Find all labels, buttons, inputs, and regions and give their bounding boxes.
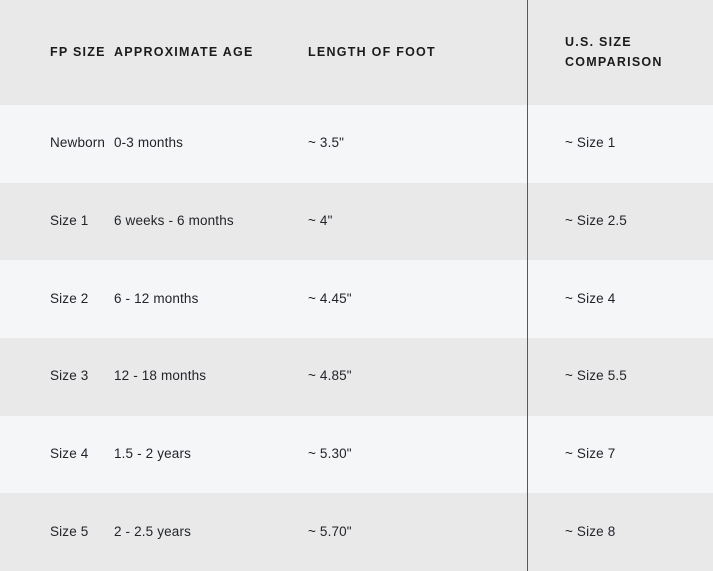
cell-fp-size: Size 3: [50, 368, 89, 384]
cell-length-of-foot: ~ 4.45": [308, 290, 352, 306]
cell-fp-size: Size 2: [50, 290, 89, 306]
table-row: Size 2 6 - 12 months ~ 4.45" ~ Size 4: [0, 260, 713, 338]
table-row: Size 4 1.5 - 2 years ~ 5.30" ~ Size 7: [0, 415, 713, 494]
cell-fp-size: Size 5: [50, 523, 89, 539]
cell-length-of-foot: ~ 5.30": [308, 446, 352, 461]
table-row: Size 5 2 - 2.5 years ~ 5.70" ~ Size 8: [0, 493, 713, 571]
cell-fp-size: Size 4: [50, 446, 89, 461]
table-body: Newborn 0-3 months ~ 3.5" ~ Size 1 Size …: [0, 105, 713, 571]
column-header-us-size-line1: U.S. SIZE: [565, 35, 632, 50]
cell-length-of-foot: ~ 4.85": [308, 368, 352, 384]
cell-approximate-age: 0-3 months: [114, 135, 184, 151]
table-row: Size 3 12 - 18 months ~ 4.85" ~ Size 5.5: [0, 337, 713, 416]
cell-approximate-age: 6 weeks - 6 months: [114, 213, 234, 229]
cell-length-of-foot: ~ 4": [308, 213, 333, 229]
cell-approximate-age: 1.5 - 2 years: [114, 446, 191, 461]
cell-length-of-foot: ~ 5.70": [308, 523, 352, 539]
cell-approximate-age: 12 - 18 months: [114, 368, 207, 384]
column-header-fp-size: FP SIZE: [50, 44, 106, 59]
cell-approximate-age: 2 - 2.5 years: [114, 523, 191, 539]
cell-fp-size: Size 1: [50, 213, 89, 229]
cell-fp-size: Newborn: [50, 135, 106, 151]
column-header-us-size-comparison: U.S. SIZE COMPARISON: [527, 33, 713, 72]
cell-us-size-comparison: ~ Size 2.5: [565, 213, 627, 229]
column-header-approximate-age: APPROXIMATE AGE: [114, 44, 254, 59]
cell-length-of-foot: ~ 3.5": [308, 135, 345, 151]
cell-us-size-comparison: ~ Size 1: [565, 135, 616, 151]
cell-us-size-comparison: ~ Size 8: [565, 523, 616, 539]
cell-us-size-comparison: ~ Size 7: [565, 446, 616, 461]
cell-us-size-comparison: ~ Size 4: [565, 290, 616, 306]
cell-approximate-age: 6 - 12 months: [114, 290, 199, 306]
table-row: Size 1 6 weeks - 6 months ~ 4" ~ Size 2.…: [0, 182, 713, 261]
column-header-length-of-foot: LENGTH OF FOOT: [308, 44, 436, 59]
table-row: Newborn 0-3 months ~ 3.5" ~ Size 1: [0, 105, 713, 183]
column-header-us-size-line2: COMPARISON: [565, 54, 663, 69]
cell-us-size-comparison: ~ Size 5.5: [565, 368, 627, 384]
table-header-row: FP SIZE APPROXIMATE AGE LENGTH OF FOOT U…: [0, 0, 713, 105]
